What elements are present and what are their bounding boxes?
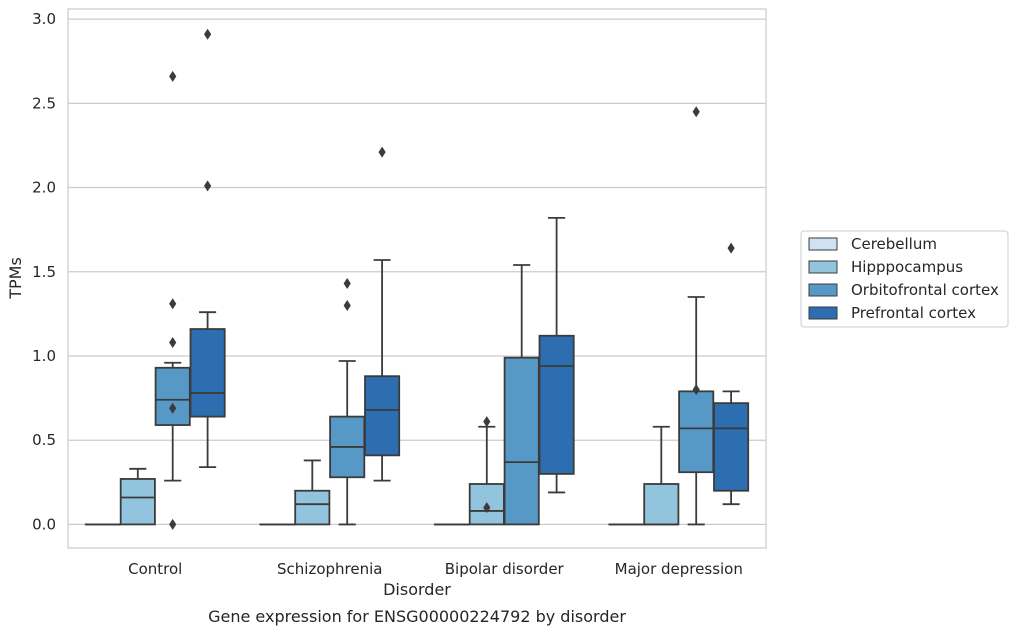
legend-swatch [809,307,837,319]
y-tick-label: 3.0 [32,10,56,28]
outlier-point [344,278,351,289]
legend-label: Prefrontal cortex [851,304,976,322]
outlier-point [483,416,490,427]
outlier-point [169,71,176,82]
outlier-point [379,147,386,158]
box-group [539,218,573,493]
box-body [365,376,399,455]
y-tick-label: 2.0 [32,179,56,197]
box-body [679,391,713,472]
box-group [365,147,399,481]
box-body [156,368,190,425]
x-tick-label: Control [128,560,182,578]
outlier-point [204,180,211,191]
chart-caption: Gene expression for ENSG00000224792 by d… [208,607,626,626]
outlier-point [693,106,700,117]
y-tick-label: 2.5 [32,94,56,112]
y-tick-label: 1.5 [32,263,56,281]
legend: Cerebellum Hipppocampus Orbitofrontal cort… [801,231,1008,327]
box-body [295,491,329,525]
box-group [156,71,190,530]
outlier-point [204,29,211,40]
x-tick-label: Schizophrenia [277,560,382,578]
y-tick-label: 0.0 [32,515,56,533]
box-group [644,427,678,525]
box-body [644,484,678,524]
box-body [190,329,224,417]
box-group [470,416,504,524]
legend-swatch [809,261,837,273]
outlier-point [169,519,176,530]
outlier-point [728,243,735,254]
legend-swatch [809,238,837,250]
box-body [121,479,155,524]
outlier-point [169,298,176,309]
outlier-point [344,300,351,311]
x-axis-title: Disorder [383,580,451,599]
x-tick-label: Bipolar disorder [445,560,565,578]
legend-label: Cerebellum [851,235,937,253]
y-axis-title: TPMs [6,257,25,300]
box-body [539,336,573,474]
legend-swatch [809,284,837,296]
box-group [190,29,224,467]
outlier-point [169,337,176,348]
y-tick-label: 1.0 [32,347,56,365]
box-group [330,278,364,524]
box-group [505,265,539,524]
box-body [714,403,748,491]
box-body [505,358,539,525]
box-group [714,243,748,505]
box-group [679,106,713,524]
x-tick-label: Major depression [615,560,743,578]
legend-label: Orbitofrontal cortex [851,281,999,299]
box-group [295,460,329,524]
legend-label: Hipppocampus [851,258,963,276]
box-group [121,469,155,525]
y-tick-label: 0.5 [32,431,56,449]
